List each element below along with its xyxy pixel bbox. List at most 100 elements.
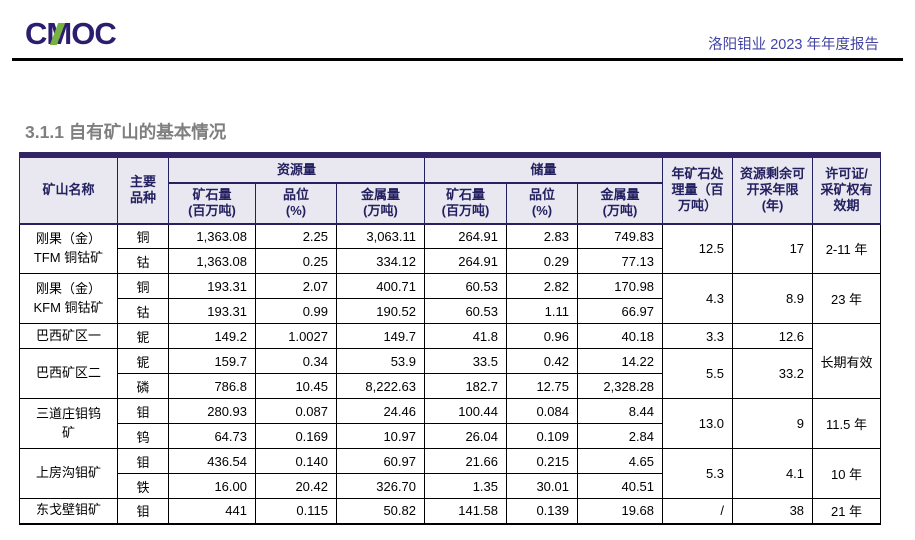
cell-license: 11.5 年 [812, 398, 882, 449]
col-header-annual-processing: 年矿石处 理量（百 万吨） [662, 154, 734, 225]
cell-mine-name: 三道庄钼钨 矿 [19, 398, 118, 449]
cell-value: 0.139 [506, 498, 578, 524]
cell-value: 141.58 [424, 498, 507, 524]
cell-remaining-years: 4.1 [732, 448, 814, 499]
cell-value: 193.31 [168, 273, 256, 299]
cell-processing: 5.5 [662, 348, 734, 399]
cell-mine-name: 巴西矿区二 [19, 348, 118, 399]
cell-value: 749.83 [576, 223, 664, 249]
cell-value: 3,063.11 [336, 223, 425, 249]
cell-variety: 钴 [117, 248, 169, 274]
col-group-resources: 资源量 [168, 154, 425, 184]
cell-variety: 铌 [117, 323, 169, 349]
cell-value: 0.96 [506, 323, 578, 349]
cell-value: 149.2 [168, 323, 256, 349]
cell-value: 4.65 [576, 448, 664, 474]
cell-remaining-years: 33.2 [732, 348, 814, 399]
cell-value: 182.7 [424, 373, 507, 399]
cell-value: 400.71 [336, 273, 425, 299]
cell-value: 24.46 [336, 398, 425, 424]
cell-value: 40.18 [576, 323, 664, 349]
cell-value: 53.9 [336, 348, 425, 374]
cell-value: 21.66 [424, 448, 507, 474]
cell-license: 10 年 [812, 448, 882, 499]
cell-license: 21 年 [812, 498, 882, 524]
cmoc-logo-text: CMOC [25, 16, 117, 51]
cell-mine-name: 上房沟钼矿 [19, 448, 118, 499]
cell-value: 1.0027 [255, 323, 337, 349]
cmoc-logo: CMOC [25, 14, 155, 54]
report-title: 洛阳钼业 2023 年年度报告 [708, 37, 879, 53]
cell-value: 264.91 [424, 248, 507, 274]
cell-value: 12.75 [506, 373, 578, 399]
section-title: 3.1.1 自有矿山的基本情况 [25, 122, 227, 142]
cell-remaining-years: 17 [732, 223, 814, 274]
cell-value: 2.83 [506, 223, 578, 249]
cell-variety: 钼 [117, 448, 169, 474]
cell-value: 436.54 [168, 448, 256, 474]
cell-processing: 13.0 [662, 398, 734, 449]
cell-value: 786.8 [168, 373, 256, 399]
cell-value: 33.5 [424, 348, 507, 374]
cell-processing: / [662, 498, 734, 524]
cell-value: 1.35 [424, 473, 507, 499]
cell-license: 2-11 年 [812, 223, 882, 274]
cell-value: 26.04 [424, 423, 507, 449]
table-row: 上房沟钼矿 钼 436.54 0.140 60.97 21.66 0.215 4… [19, 448, 882, 499]
cell-value: 2.07 [255, 273, 337, 299]
table-row: 钨 64.73 0.169 10.97 26.04 0.109 2.84 [20, 423, 881, 449]
cell-value: 50.82 [336, 498, 425, 524]
col-header-remaining-years: 资源剩余可 开采年限 (年) [732, 154, 814, 225]
col-header-reserves-metal: 金属量 (万吨) [576, 182, 664, 225]
cell-value: 0.99 [255, 298, 337, 324]
cell-value: 2.84 [576, 423, 664, 449]
cell-processing: 12.5 [662, 223, 734, 274]
cell-remaining-years: 9 [732, 398, 814, 449]
cell-value: 20.42 [255, 473, 337, 499]
cell-value: 1,363.08 [168, 223, 256, 249]
col-group-reserves: 储量 [423, 154, 664, 184]
cell-value: 8.44 [576, 398, 664, 424]
cell-value: 2.25 [255, 223, 337, 249]
cell-value: 14.22 [576, 348, 664, 374]
cell-variety: 钼 [117, 498, 169, 524]
cell-value: 2.82 [506, 273, 578, 299]
cell-value: 60.97 [336, 448, 425, 474]
cell-value: 264.91 [424, 223, 507, 249]
table-row: 巴西矿区一 铌 149.2 1.0027 149.7 41.8 0.96 40.… [19, 323, 882, 399]
cell-variety: 铜 [117, 223, 169, 249]
cell-mine-name: 刚果（金） TFM 铜钴矿 [19, 223, 118, 274]
cell-value: 10.45 [255, 373, 337, 399]
cell-value: 326.70 [336, 473, 425, 499]
cell-value: 40.51 [576, 473, 664, 499]
cell-value: 0.115 [255, 498, 337, 524]
table-row: 磷 786.8 10.45 8,222.63 182.7 12.75 2,328… [20, 373, 881, 399]
table-row: 三道庄钼钨 矿 钼 280.93 0.087 24.46 100.44 0.08… [19, 398, 882, 449]
cell-value: 19.68 [576, 498, 664, 524]
cell-value: 66.97 [576, 298, 664, 324]
col-header-resources-metal: 金属量 (万吨) [336, 182, 425, 225]
cell-value: 0.169 [255, 423, 337, 449]
cell-value: 0.42 [506, 348, 578, 374]
table-row: 刚果（金） TFM 铜钴矿 铜 1,363.08 2.25 3,063.11 2… [19, 223, 882, 274]
cell-remaining-years: 12.6 [732, 323, 814, 349]
cell-variety: 铜 [117, 273, 169, 299]
col-header-reserves-grade: 品位 (%) [506, 182, 578, 225]
cell-value: 2,328.28 [576, 373, 664, 399]
cell-value: 0.29 [506, 248, 578, 274]
cell-remaining-years: 38 [732, 498, 814, 524]
cell-license: 长期有效 [812, 323, 882, 399]
cell-value: 190.52 [336, 298, 425, 324]
cell-mine-name: 刚果（金） KFM 铜钴矿 [19, 273, 118, 324]
cell-variety: 钨 [117, 423, 169, 449]
header-divider [12, 58, 903, 61]
cell-value: 159.7 [168, 348, 256, 374]
cell-value: 64.73 [168, 423, 256, 449]
cell-value: 41.8 [424, 323, 507, 349]
cell-processing: 4.3 [662, 273, 734, 324]
table-row: 钴 1,363.08 0.25 334.12 264.91 0.29 77.13 [20, 248, 881, 274]
cell-value: 30.01 [506, 473, 578, 499]
cell-value: 60.53 [424, 273, 507, 299]
cell-value: 1,363.08 [168, 248, 256, 274]
cell-license: 23 年 [812, 273, 882, 324]
